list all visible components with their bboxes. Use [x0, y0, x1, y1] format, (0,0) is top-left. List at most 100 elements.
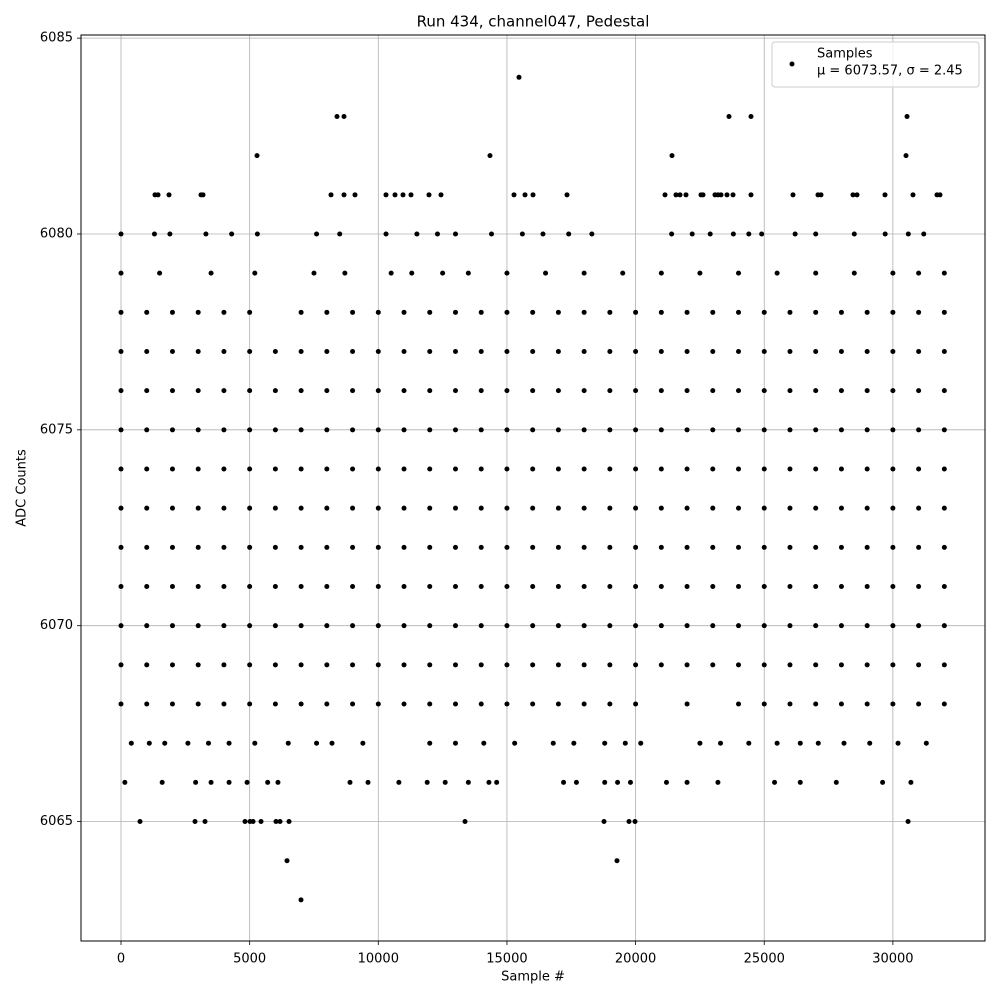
point — [427, 348, 433, 354]
point — [478, 662, 484, 668]
point — [511, 192, 517, 198]
point — [555, 701, 561, 707]
point — [710, 623, 716, 629]
point — [689, 231, 695, 237]
point — [275, 779, 281, 785]
point — [555, 466, 561, 472]
point — [298, 505, 304, 511]
point — [797, 779, 803, 785]
point — [916, 662, 922, 668]
point — [736, 348, 742, 354]
point — [169, 662, 175, 668]
point — [519, 231, 525, 237]
point — [144, 623, 150, 629]
point — [481, 740, 487, 746]
y-tick-label: 6070 — [40, 618, 73, 633]
point — [916, 270, 922, 276]
point — [157, 270, 163, 276]
point — [890, 701, 896, 707]
point — [864, 309, 870, 315]
point — [581, 270, 587, 276]
point — [864, 701, 870, 707]
point — [401, 309, 407, 315]
point — [581, 623, 587, 629]
point — [864, 662, 870, 668]
point — [581, 388, 587, 394]
point — [118, 623, 124, 629]
point — [581, 701, 587, 707]
point — [530, 584, 536, 590]
point — [638, 740, 644, 746]
point — [813, 388, 819, 394]
point — [602, 779, 608, 785]
point — [401, 701, 407, 707]
point — [736, 270, 742, 276]
point — [838, 309, 844, 315]
x-axis-label: Sample # — [501, 970, 565, 985]
point — [324, 388, 330, 394]
point — [890, 584, 896, 590]
point — [465, 779, 471, 785]
point — [838, 584, 844, 590]
point — [328, 192, 334, 198]
point — [504, 505, 510, 511]
point — [504, 584, 510, 590]
point — [941, 623, 947, 629]
point — [555, 427, 561, 433]
point — [890, 348, 896, 354]
point — [890, 388, 896, 394]
point — [710, 662, 716, 668]
point — [169, 505, 175, 511]
point — [341, 192, 347, 198]
point — [761, 584, 767, 590]
point — [841, 740, 847, 746]
point — [602, 740, 608, 746]
point — [244, 779, 250, 785]
point — [221, 544, 227, 550]
point — [684, 623, 690, 629]
point — [790, 192, 796, 198]
point — [504, 309, 510, 315]
point — [169, 348, 175, 354]
point — [736, 701, 742, 707]
point — [195, 662, 201, 668]
point — [298, 427, 304, 433]
point — [530, 544, 536, 550]
point — [838, 388, 844, 394]
y-tick-label: 6075 — [40, 422, 73, 437]
point — [607, 348, 613, 354]
point — [864, 584, 870, 590]
point — [438, 192, 444, 198]
point — [118, 348, 124, 354]
point — [787, 662, 793, 668]
point — [813, 231, 819, 237]
point — [710, 505, 716, 511]
legend: Samples μ = 6073.57, σ = 2.45 — [771, 41, 980, 88]
point — [504, 270, 510, 276]
point — [311, 270, 317, 276]
point — [787, 309, 793, 315]
point — [736, 388, 742, 394]
point — [658, 662, 664, 668]
point — [408, 192, 414, 198]
x-tick-label: 20000 — [615, 952, 656, 967]
point — [854, 192, 860, 198]
point — [658, 309, 664, 315]
point — [452, 309, 458, 315]
point — [730, 231, 736, 237]
point — [813, 623, 819, 629]
point — [375, 348, 381, 354]
point — [607, 662, 613, 668]
point — [169, 623, 175, 629]
point — [730, 192, 736, 198]
point — [581, 662, 587, 668]
point — [813, 348, 819, 354]
point — [265, 779, 271, 785]
point — [566, 231, 572, 237]
point — [221, 309, 227, 315]
point — [684, 662, 690, 668]
point — [607, 466, 613, 472]
point — [607, 427, 613, 433]
point — [838, 701, 844, 707]
point — [633, 427, 639, 433]
